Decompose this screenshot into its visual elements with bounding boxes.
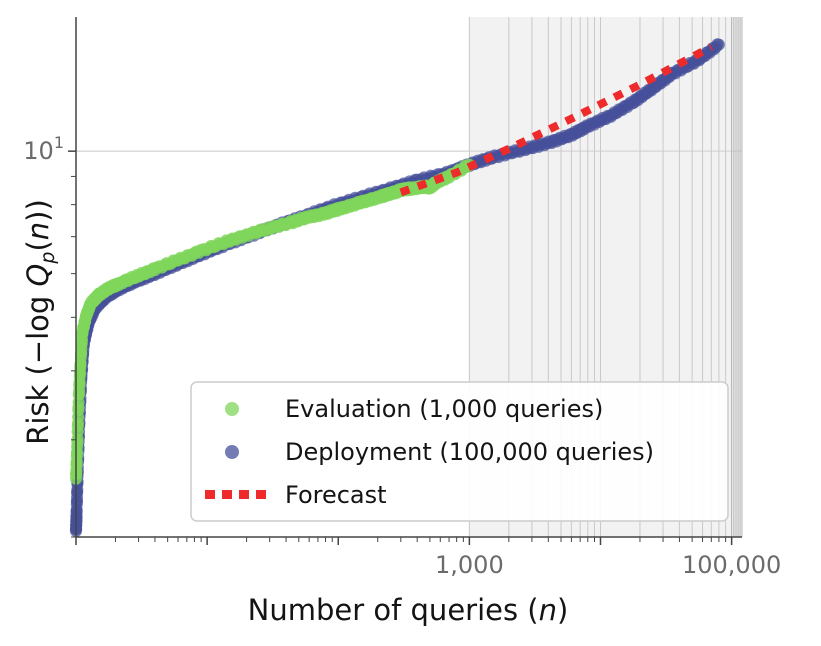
y-axis-title-main: Risk (−log (21, 286, 55, 444)
y-tick-label: 101 (23, 133, 64, 165)
legend-box (190, 381, 729, 522)
x-axis-title-var: n (539, 593, 557, 627)
legend-label-deployment: Deployment (100,000 queries) (285, 438, 654, 466)
x-tick-label: 1,000 (435, 551, 504, 579)
y-axis-title-var: n (21, 222, 55, 240)
deployment-point (712, 38, 725, 51)
forecast-series (399, 43, 714, 197)
y-axis-title-close: )) (21, 199, 55, 222)
x-axis-title: Number of queries (n) (248, 593, 569, 627)
y-axis-title-sub: p (37, 252, 59, 265)
legend-label-evaluation: Evaluation (1,000 queries) (285, 395, 603, 423)
x-axis-title-main: Number of queries ( (248, 593, 539, 627)
legend-marker-deployment (225, 445, 239, 459)
y-axis-title-paren: ( (21, 240, 55, 251)
axis-ticks: 1,000 100,000 101 (23, 133, 781, 579)
legend-marker-evaluation (225, 402, 239, 416)
x-axis-title-close: ) (557, 593, 568, 627)
legend-marker-forecast (205, 490, 266, 499)
evaluation-series (70, 158, 476, 485)
y-axis-title-q: Q (21, 264, 55, 287)
legend: Evaluation (1,000 queries) Deployment (1… (190, 381, 729, 522)
y-tick-exponent: 1 (54, 133, 64, 152)
y-axis-title: Risk (−log Qp(n)) (21, 199, 59, 445)
x-tick-label: 100,000 (682, 551, 781, 579)
legend-label-forecast: Forecast (285, 481, 387, 509)
forecast-line (399, 43, 714, 197)
